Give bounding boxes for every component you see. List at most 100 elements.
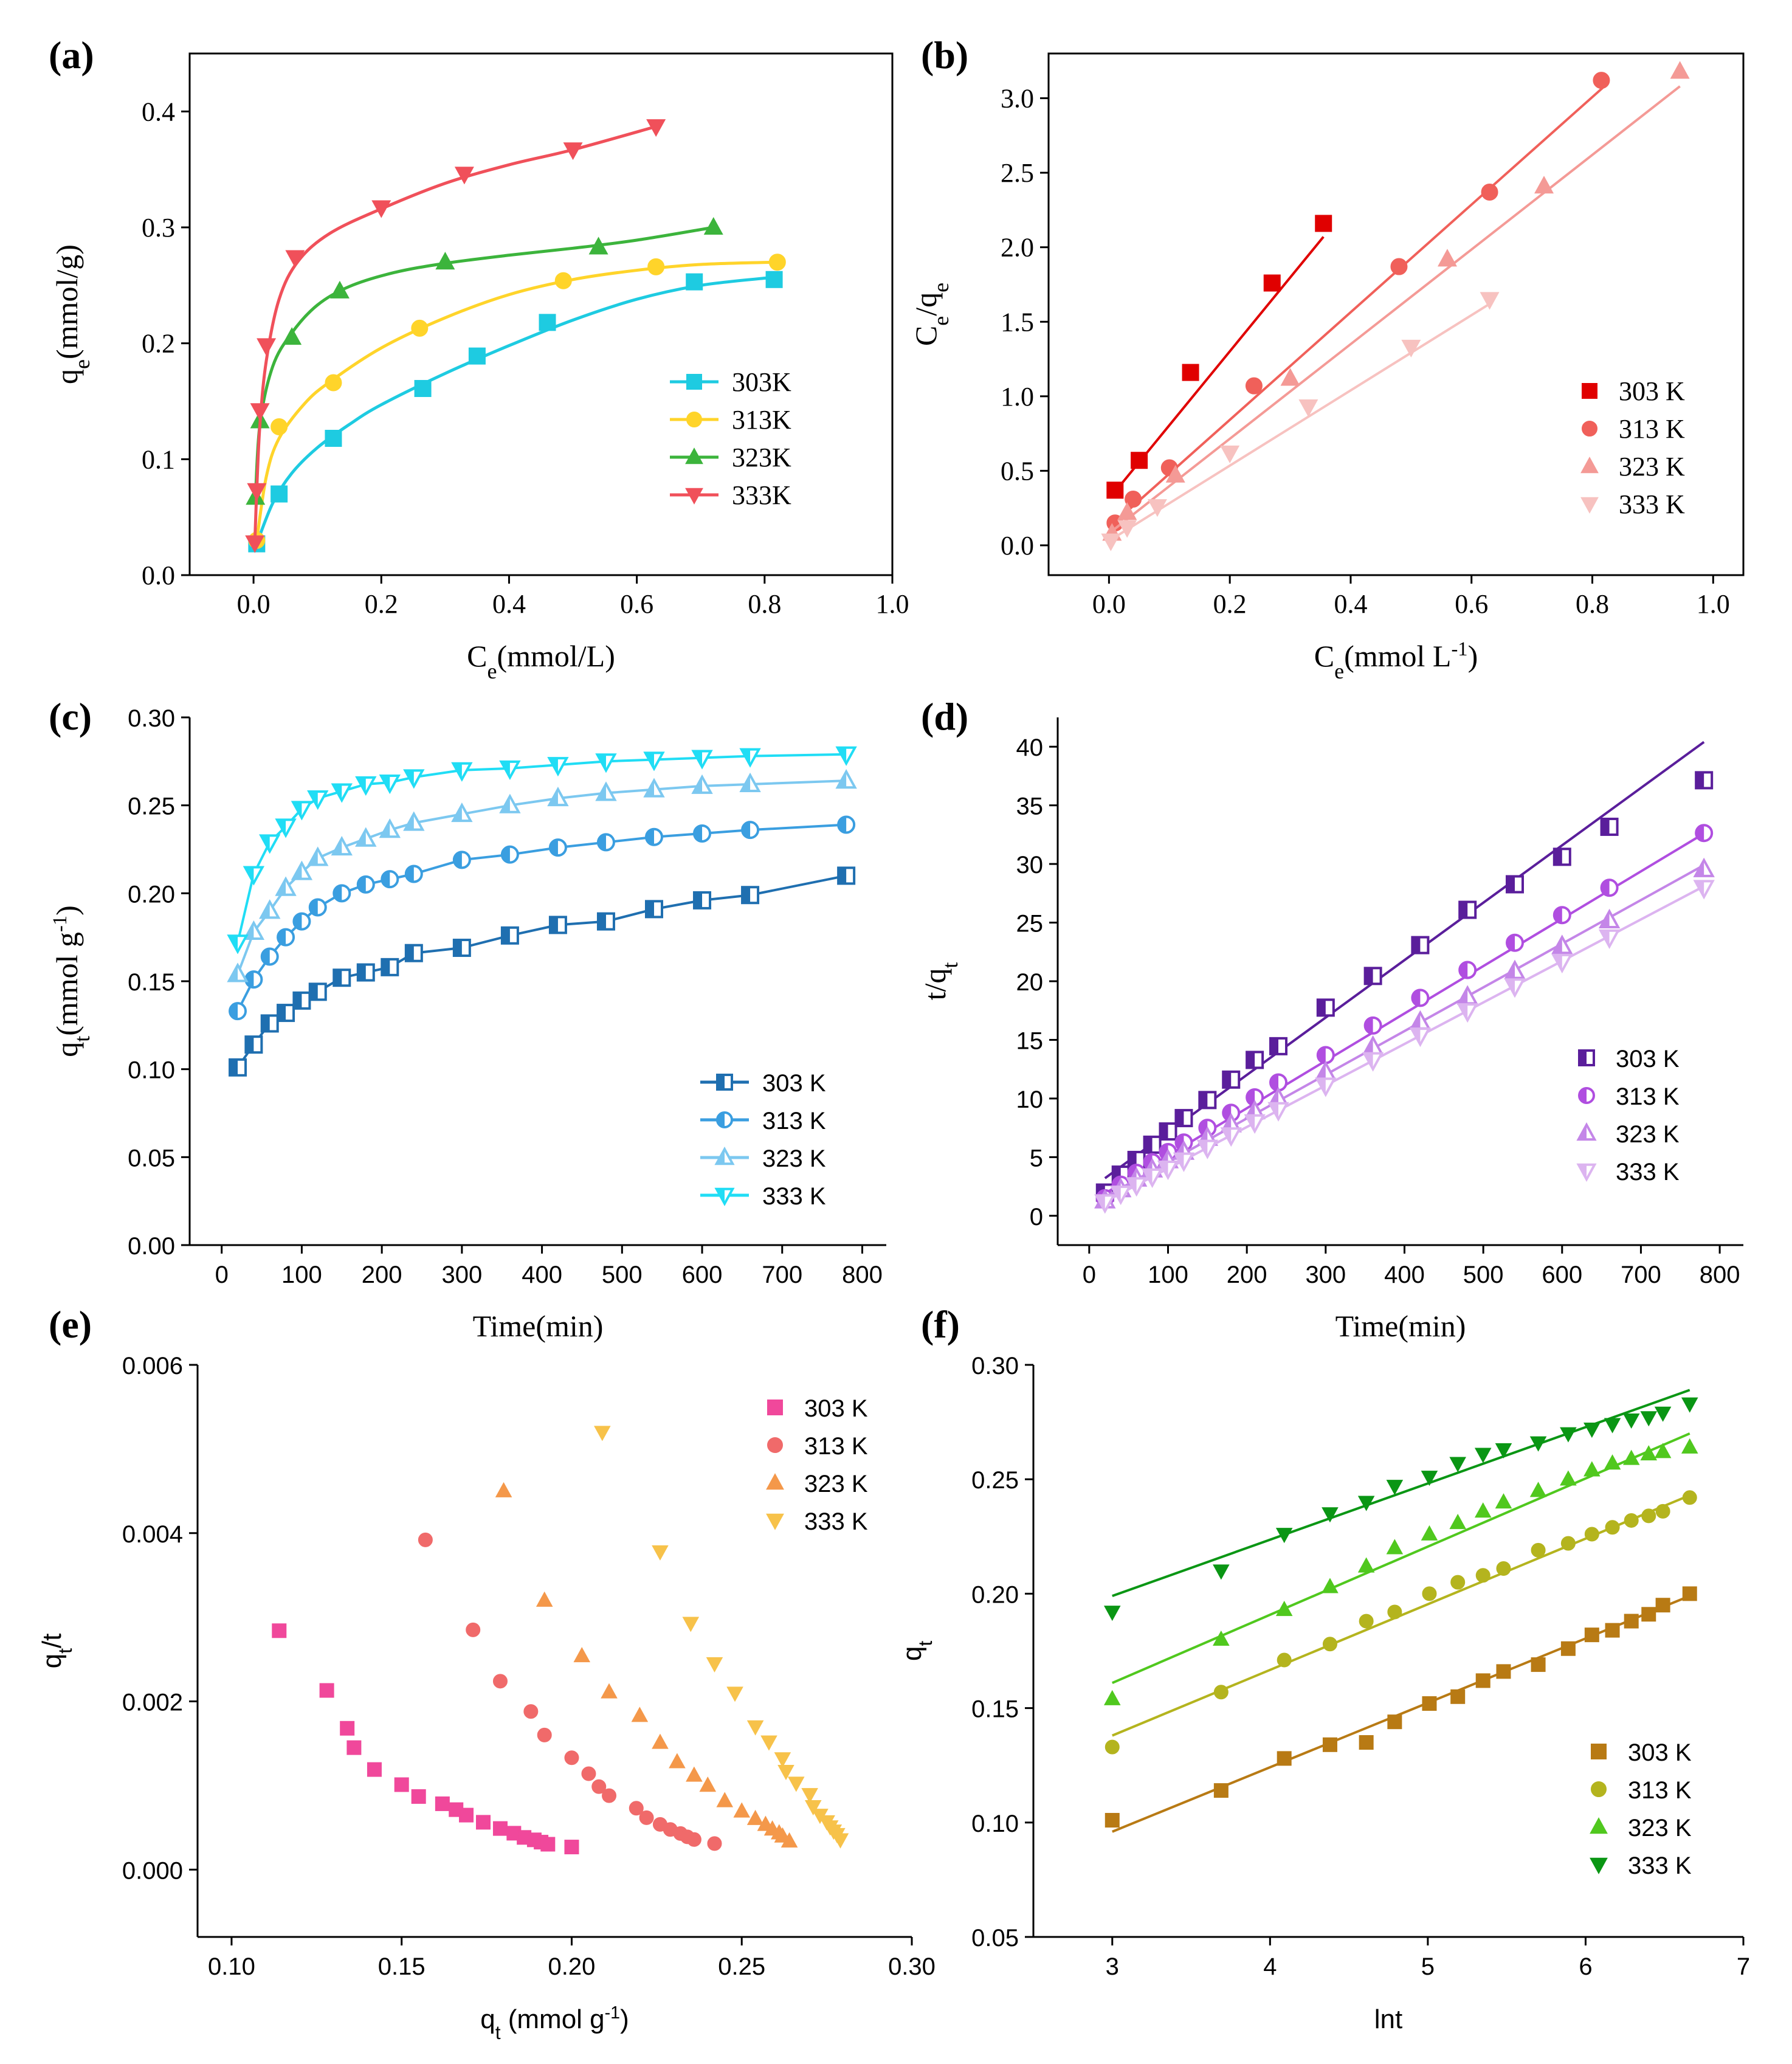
- data-point: [1531, 1657, 1546, 1672]
- data-point: [703, 216, 723, 235]
- data-point: [468, 347, 486, 365]
- y-tick-label-d: 15: [1016, 1027, 1044, 1054]
- y-tick-label-b: 1.0: [1001, 382, 1034, 412]
- x-tick-label-a: 0.4: [492, 589, 526, 619]
- data-point: [1598, 929, 1621, 949]
- data-point: [1496, 1664, 1511, 1679]
- data-point: [837, 815, 856, 834]
- fit-line: [1104, 740, 1705, 1179]
- legend-label: 313K: [732, 405, 791, 435]
- legend-marker: [1580, 497, 1599, 514]
- data-point: [837, 866, 856, 885]
- legend-label: 303 K: [1628, 1739, 1692, 1766]
- legend-label: 333 K: [1619, 489, 1685, 519]
- y-tick-label-f: 0.30: [971, 1353, 1019, 1379]
- data-point: [1695, 824, 1714, 843]
- data-point: [476, 1815, 491, 1830]
- data-point: [227, 934, 249, 954]
- data-point: [596, 833, 615, 852]
- data-point: [601, 1683, 618, 1699]
- y-tick-label-b: 3.0: [1001, 84, 1034, 114]
- y-tick-label-a: 0.2: [142, 329, 175, 359]
- y-tick-label-f: 0.05: [971, 1925, 1019, 1952]
- data-point: [591, 1779, 607, 1794]
- x-tick-label-d: 600: [1542, 1262, 1582, 1288]
- panel-label-d: (d): [921, 695, 968, 738]
- data-point: [1174, 1109, 1193, 1128]
- legend-marker: [767, 1400, 783, 1415]
- data-point: [804, 1800, 822, 1816]
- data-point: [1531, 1542, 1546, 1558]
- fit-line: [1104, 864, 1705, 1198]
- series-d-3: [1094, 880, 1715, 1214]
- legend-c: 303 K 313 K 323 K 333 K: [700, 1070, 826, 1210]
- series-f-0: [1104, 1586, 1697, 1833]
- x-tick-label-d: 800: [1700, 1262, 1740, 1288]
- data-point: [1159, 1122, 1177, 1141]
- data-point: [1604, 1454, 1621, 1470]
- x-tick-label-c: 400: [522, 1262, 562, 1288]
- data-point: [588, 236, 608, 255]
- data-point: [1598, 908, 1621, 928]
- data-point: [1363, 1016, 1382, 1035]
- data-point: [1267, 1102, 1289, 1122]
- data-point: [669, 1753, 686, 1769]
- data-point: [282, 327, 302, 345]
- data-point: [739, 748, 761, 768]
- legend-label: 313 K: [1616, 1083, 1680, 1110]
- series-line: [236, 874, 847, 1068]
- x-tick-label-e: 0.10: [208, 1953, 255, 1980]
- data-point: [331, 836, 353, 856]
- fit-curve: [255, 275, 774, 545]
- data-point: [1125, 1177, 1148, 1197]
- data-point: [1560, 1641, 1576, 1656]
- panel-a: (a) 0.0 0.2 0.4 0.6 0.8 1.0 0.0 0.1 0.2 0.3 0.4 Ce(m…: [49, 33, 909, 683]
- data-point: [1475, 1568, 1490, 1583]
- data-point: [1103, 1690, 1121, 1705]
- legend-label: 303 K: [804, 1395, 868, 1422]
- data-point: [250, 403, 270, 421]
- data-point: [691, 774, 713, 794]
- data-point: [500, 845, 519, 864]
- data-point: [1529, 1482, 1547, 1497]
- fit-line: [1114, 236, 1325, 492]
- legend-marker: [1591, 1781, 1607, 1797]
- data-point: [716, 1792, 734, 1807]
- data-point: [547, 786, 569, 807]
- data-point: [1387, 1604, 1402, 1620]
- legend-marker: [1576, 1163, 1597, 1182]
- data-point: [1450, 1575, 1466, 1590]
- y-tick-label-e: 0.006: [122, 1353, 183, 1379]
- y-tick-label-a: 0.0: [142, 561, 175, 590]
- legend-marker: [685, 447, 703, 464]
- legend-label: 313 K: [762, 1108, 826, 1134]
- legend-label: 303 K: [1619, 376, 1685, 406]
- data-point: [536, 1591, 553, 1607]
- data-point: [1682, 1490, 1697, 1505]
- data-point: [356, 875, 375, 894]
- x-tick-label-c: 200: [362, 1262, 402, 1288]
- data-point: [229, 1002, 247, 1021]
- y-tick-label-d: 10: [1016, 1086, 1044, 1113]
- data-point: [272, 1623, 287, 1638]
- x-tick-label-f: 4: [1263, 1953, 1277, 1980]
- y-axis-label-e: qt/t: [37, 1634, 76, 1669]
- data-point: [1220, 445, 1240, 464]
- data-point: [682, 1617, 700, 1632]
- data-point: [1495, 1493, 1512, 1509]
- data-point: [403, 769, 425, 789]
- y-tick-label-b: 1.5: [1001, 307, 1034, 337]
- data-point: [691, 750, 713, 770]
- data-point: [229, 1058, 247, 1077]
- data-point: [1275, 1601, 1293, 1617]
- data-point: [271, 418, 288, 435]
- legend-marker: [766, 1473, 784, 1490]
- x-axis-label-d: Time(min): [1335, 1309, 1466, 1343]
- data-point: [699, 1776, 717, 1792]
- legend-marker: [1580, 457, 1599, 474]
- data-point: [1173, 1152, 1195, 1172]
- x-axis-label-c: Time(min): [473, 1309, 604, 1343]
- x-tick-label-b: 0.6: [1455, 589, 1488, 619]
- data-point: [259, 834, 281, 854]
- series-e-1: [418, 1532, 722, 1851]
